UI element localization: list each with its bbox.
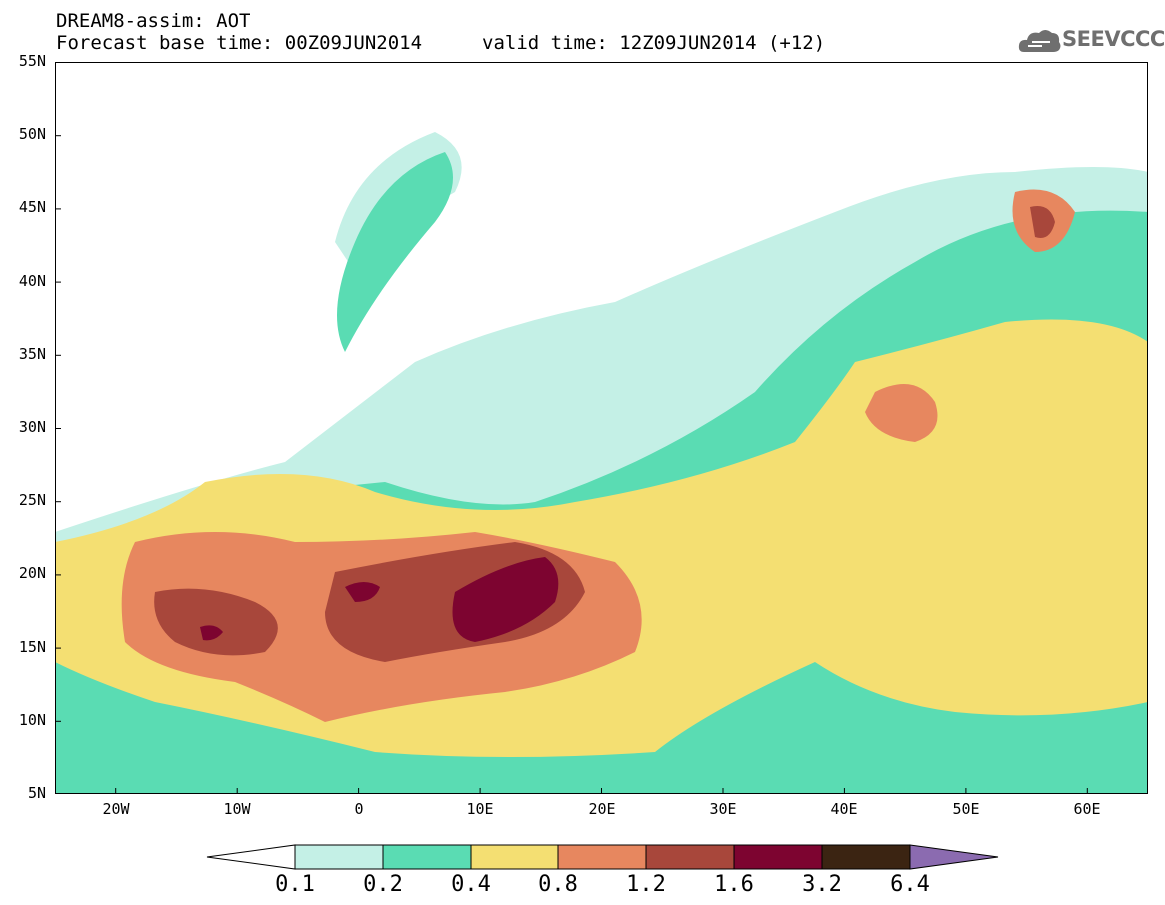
lat-label: 10N: [18, 711, 46, 729]
lat-label: 15N: [18, 638, 46, 656]
lon-label: 20W: [102, 800, 130, 818]
colorbar-bin-6: [733, 844, 823, 870]
colorbar-bin-4: [557, 844, 647, 870]
lat-label: 5N: [27, 784, 46, 802]
colorbar-bin-5: [645, 844, 735, 870]
lon-label: 10E: [466, 800, 494, 818]
lat-label: 55N: [18, 52, 46, 70]
forecast-base-time: Forecast base time: 00Z09JUN2014: [56, 32, 423, 54]
colorbar: [206, 844, 999, 870]
colorbar-label: 0.1: [275, 872, 315, 897]
colorbar-bin-2: [382, 844, 472, 870]
colorbar-label: 1.6: [714, 872, 754, 897]
aot-contour-1.6: [200, 625, 223, 641]
aot-contour-1.6: [345, 582, 380, 602]
lat-label: 25N: [18, 491, 46, 509]
lon-label: 0: [354, 800, 364, 818]
map-title: DREAM8-assim: AOT: [56, 10, 251, 32]
lon-label: 10W: [223, 800, 251, 818]
lat-label: 50N: [18, 125, 46, 143]
colorbar-bin-7: [821, 844, 911, 870]
cloud-icon: [1018, 30, 1061, 52]
aot-map: [55, 62, 1148, 794]
lon-label: 30E: [709, 800, 737, 818]
aot-contour-1.2: [1030, 206, 1055, 238]
lon-label: 50E: [952, 800, 980, 818]
colorbar-bin-3: [470, 844, 559, 870]
colorbar-label: 0.8: [538, 872, 578, 897]
aot-contour-1.6: [452, 557, 559, 642]
lon-label: 20E: [588, 800, 616, 818]
lon-ticks: [115, 788, 1088, 794]
colorbar-label: 0.4: [451, 872, 491, 897]
colorbar-bin-0: [206, 844, 296, 870]
logo-text: SEEVCCC: [1062, 27, 1165, 51]
lat-label: 20N: [18, 564, 46, 582]
lat-label: 30N: [18, 418, 46, 436]
lat-label: 35N: [18, 345, 46, 363]
lon-label: 40E: [830, 800, 858, 818]
aot-contour-0.8: [865, 384, 938, 442]
aot-contour-1.2: [154, 588, 278, 656]
colorbar-bin-1: [294, 844, 384, 870]
colorbar-bin-8: [909, 844, 999, 870]
colorbar-label: 3.2: [802, 872, 842, 897]
lon-label: 60E: [1073, 800, 1101, 818]
lat-label: 45N: [18, 198, 46, 216]
colorbar-label: 0.2: [363, 872, 403, 897]
valid-time: valid time: 12Z09JUN2014 (+12): [482, 32, 826, 54]
aot-contour-0.2: [337, 152, 453, 352]
lat-label: 40N: [18, 272, 46, 290]
colorbar-label: 6.4: [890, 872, 930, 897]
colorbar-label: 1.2: [626, 872, 666, 897]
lat-ticks: [55, 62, 61, 794]
